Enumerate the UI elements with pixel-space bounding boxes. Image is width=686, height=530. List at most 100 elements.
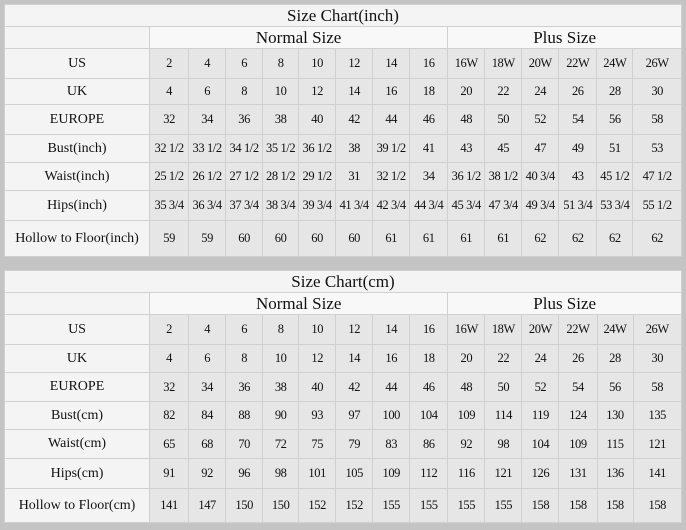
size-cell: 121	[484, 458, 523, 489]
table-row: Hips(inch) 35 3/4 36 3/4 37 3/4 38 3/4 39 3/4…	[3, 190, 682, 221]
size-cell: 58	[632, 104, 682, 135]
size-cell: 56	[596, 104, 634, 135]
row-label: Waist(cm)	[3, 429, 151, 459]
size-cell: 29 1/2	[298, 162, 337, 191]
size-cell: 61	[409, 220, 449, 257]
table-row: UK 4 6 8 10 12 14 16 18 20 22 24 26 28 30	[3, 78, 682, 105]
size-cell: 24W	[596, 48, 634, 79]
size-cell: 90	[262, 401, 300, 430]
size-cell: 52	[521, 372, 560, 402]
size-cell: 4	[149, 344, 190, 373]
size-cell: 55 1/2	[632, 190, 682, 221]
size-cell: 2	[149, 314, 190, 345]
size-cell: 30	[632, 78, 682, 105]
size-cell: 98	[484, 429, 523, 459]
table-row: Bust(inch) 32 1/2 33 1/2 34 1/2 35 1/2 36 1/2…	[3, 134, 682, 163]
size-cell: 20W	[521, 48, 560, 79]
size-cell: 100	[372, 401, 411, 430]
table-row: Hollow to Floor(inch) 59 59 60 60 60 60 61 61 61 6…	[3, 220, 682, 257]
size-cell: 42	[335, 372, 374, 402]
size-cell: 28	[596, 344, 634, 373]
size-cell: 121	[632, 429, 682, 459]
size-cell: 18W	[484, 48, 523, 79]
size-cell: 104	[521, 429, 560, 459]
size-cell: 34	[188, 104, 227, 135]
size-cell: 155	[447, 488, 486, 523]
size-cell: 10	[298, 314, 337, 345]
size-cell: 22W	[558, 48, 598, 79]
size-cell: 22W	[558, 314, 598, 345]
size-table: Size Chart(cm) Normal Size Plus Size US 2 4 6 8…	[3, 270, 682, 523]
size-cell: 27 1/2	[225, 162, 264, 191]
size-cell: 38	[335, 134, 374, 163]
size-cell: 93	[298, 401, 337, 430]
size-cell: 6	[225, 314, 264, 345]
size-cell: 8	[262, 314, 300, 345]
table-row: UK 4 6 8 10 12 14 16 18 20 22 24 26 28 30	[3, 344, 682, 373]
size-cell: 141	[149, 488, 190, 523]
size-cell: 56	[596, 372, 634, 402]
size-cell: 49	[558, 134, 598, 163]
row-label: UK	[3, 78, 151, 105]
size-cell: 65	[149, 429, 190, 459]
size-cell: 109	[558, 429, 598, 459]
size-cell: 88	[225, 401, 264, 430]
size-cell: 42 3/4	[372, 190, 411, 221]
size-cell: 47	[521, 134, 560, 163]
size-cell: 79	[335, 429, 374, 459]
size-cell: 60	[298, 220, 337, 257]
size-cell: 36 1/2	[298, 134, 337, 163]
size-cell: 24W	[596, 314, 634, 345]
size-cell: 130	[596, 401, 634, 430]
table-row: Hollow to Floor(cm) 141 147 150 150 152 152 155…	[3, 488, 682, 523]
table-row: EUROPE 32 34 36 38 40 42 44 46 48 50 52 54 56 58	[3, 372, 682, 402]
size-cell: 35 1/2	[262, 134, 300, 163]
size-cell: 43	[558, 162, 598, 191]
row-label: US	[3, 314, 151, 345]
size-cell: 20	[447, 78, 486, 105]
size-cell: 62	[596, 220, 634, 257]
size-cell: 45 3/4	[447, 190, 486, 221]
size-cell: 60	[225, 220, 264, 257]
size-cell: 116	[447, 458, 486, 489]
size-cell: 70	[225, 429, 264, 459]
size-cell: 24	[521, 78, 560, 105]
size-cell: 31	[335, 162, 374, 191]
size-cell: 24	[521, 344, 560, 373]
size-cell: 83	[372, 429, 411, 459]
blank-cell	[3, 26, 151, 49]
row-label: Hips(inch)	[3, 190, 151, 221]
size-cell: 60	[262, 220, 300, 257]
blank-cell	[3, 292, 151, 315]
size-cell: 44	[372, 372, 411, 402]
size-cell: 26W	[632, 48, 682, 79]
size-table: Size Chart(inch) Normal Size Plus Size US 2 4…	[3, 4, 682, 257]
size-cell: 36 3/4	[188, 190, 227, 221]
chart-title: Size Chart(inch)	[4, 4, 682, 27]
section-header-plus: Plus Size	[447, 292, 682, 315]
size-cell: 72	[262, 429, 300, 459]
size-cell: 112	[409, 458, 449, 489]
size-cell: 104	[409, 401, 449, 430]
size-cell: 35 3/4	[149, 190, 190, 221]
size-cell: 155	[372, 488, 411, 523]
size-cell: 40 3/4	[521, 162, 560, 191]
size-cell: 135	[632, 401, 682, 430]
size-cell: 4	[188, 314, 227, 345]
size-cell: 86	[409, 429, 449, 459]
size-cell: 32 1/2	[372, 162, 411, 191]
size-cell: 68	[188, 429, 227, 459]
size-cell: 41	[409, 134, 449, 163]
size-cell: 10	[262, 344, 300, 373]
row-label: Hollow to Floor(inch)	[3, 220, 151, 257]
size-cell: 47 1/2	[632, 162, 682, 191]
section-header-normal: Normal Size	[149, 292, 449, 315]
size-cell: 58	[632, 372, 682, 402]
row-label: UK	[3, 344, 151, 373]
size-cell: 33 1/2	[188, 134, 227, 163]
size-cell: 16W	[447, 314, 486, 345]
table-row: Bust(cm) 82 84 88 90 93 97 100 104 109 114 119 124 13…	[3, 401, 682, 430]
row-label: Bust(cm)	[3, 401, 151, 430]
size-cell: 51	[596, 134, 634, 163]
size-cell: 150	[262, 488, 300, 523]
